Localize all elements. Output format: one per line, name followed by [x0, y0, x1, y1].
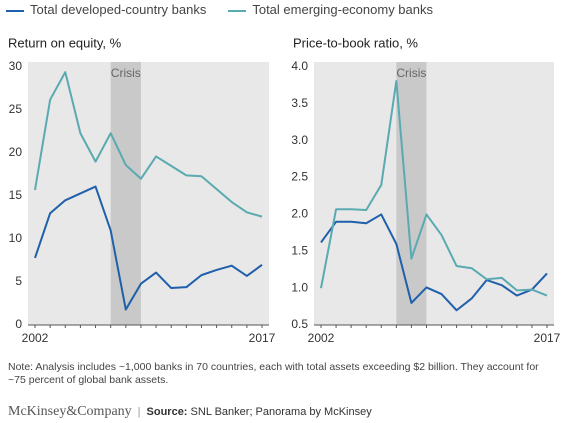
legend-swatch — [228, 9, 247, 12]
y-tick-label: 0 — [15, 317, 22, 331]
charts: Crisis Return on equity, % 0 5 10 15 20 25 30 200… — [8, 35, 561, 345]
legend-swatch — [6, 9, 24, 12]
crisis-band — [110, 62, 141, 325]
annotation: Crisis — [111, 66, 141, 80]
legend: Total developed-country banks Total emer… — [6, 2, 433, 17]
x-tick-label: 2002 — [22, 331, 49, 345]
y-tick-label: 30 — [9, 59, 23, 73]
note: Note: Analysis includes ~1,000 banks in … — [8, 361, 539, 386]
y-tick-label: 20 — [9, 145, 23, 159]
x-tick-label: 2002 — [308, 331, 335, 345]
legend-label: Total developed-country banks — [30, 2, 207, 17]
chart-title: Price-to-book ratio, % — [293, 35, 418, 50]
y-tick-label: 10 — [9, 231, 23, 245]
y-tick-label: 25 — [9, 102, 23, 116]
y-tick-label: 5 — [15, 274, 22, 288]
y-tick-label: 4.0 — [291, 59, 308, 73]
y-tick-label: 15 — [9, 188, 23, 202]
plot-background — [314, 62, 554, 325]
series-line — [320, 213, 548, 312]
y-tick-label: 2.0 — [291, 207, 308, 221]
series-line — [34, 185, 263, 311]
legend-item: Total emerging-economy banks — [228, 2, 433, 17]
y-tick-label: 1.0 — [291, 280, 308, 294]
legend-label: Total emerging-economy banks — [252, 2, 433, 17]
y-tick-label: 3.5 — [291, 96, 308, 110]
brand: McKinsey&Company — [8, 404, 132, 419]
x-tick-label: 2017 — [534, 331, 561, 345]
y-tick-label: 2.5 — [291, 170, 308, 184]
x-tick-label: 2017 — [249, 331, 276, 345]
series-line — [320, 80, 548, 297]
separator: | — [137, 406, 141, 418]
legend-item: Total developed-country banks — [6, 2, 206, 17]
source-label: Source: — [146, 406, 188, 418]
annotation: Crisis — [396, 66, 426, 80]
y-tick-label: 3.0 — [291, 133, 308, 147]
series-line — [34, 71, 263, 218]
source: SNL Banker; Panorama by McKinsey — [190, 406, 372, 418]
y-tick-label: 0.5 — [291, 317, 308, 331]
chart-title: Return on equity, % — [8, 35, 122, 50]
footer: McKinsey&Company | Source: SNL Banker; Pan… — [8, 404, 372, 420]
plot-background — [28, 62, 269, 325]
y-tick-label: 1.5 — [291, 243, 308, 257]
crisis-band — [396, 62, 427, 325]
